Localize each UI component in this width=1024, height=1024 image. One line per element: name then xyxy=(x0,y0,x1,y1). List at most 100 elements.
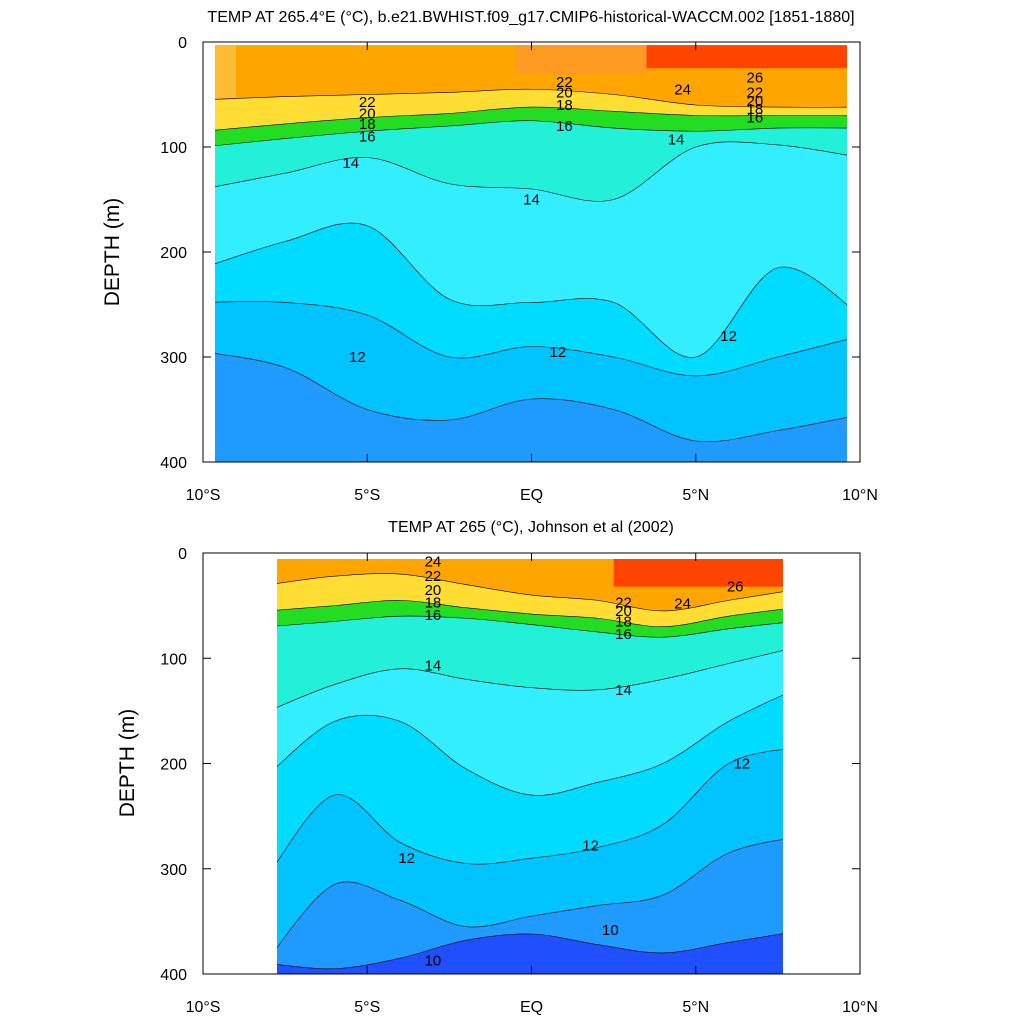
top-temp-band-5 xyxy=(215,223,847,376)
bottom-contour-label-13: 18 xyxy=(615,613,632,630)
bottom-ytick-label-2: 200 xyxy=(160,757,187,774)
top-y-axis-label: DEPTH (m) xyxy=(101,198,124,307)
bottom-contour-label-3: 18 xyxy=(425,594,442,611)
top-isotherm-t11 xyxy=(215,353,847,442)
top-contour-label-1: 20 xyxy=(359,105,376,122)
top-xtick-label-3: 5°N xyxy=(682,487,709,504)
top-contour-label-19: 14 xyxy=(668,132,685,149)
bottom-contour-label-7: 12 xyxy=(582,838,599,855)
top-contour-fill xyxy=(215,45,847,463)
top-contour-label-2: 18 xyxy=(359,116,376,133)
bottom-ytick-label-4: 400 xyxy=(160,967,187,984)
bottom-contour-label-1: 22 xyxy=(425,568,442,585)
top-contour-label-16: 20 xyxy=(747,93,764,110)
bottom-chart-title: TEMP AT 265 (°C), Johnson et al (2002) xyxy=(388,519,674,536)
bottom-contour-label-0: 24 xyxy=(425,553,442,570)
bottom-contour-lines xyxy=(277,573,783,970)
bottom-y-axis-label: DEPTH (m) xyxy=(116,709,139,818)
bottom-temp-band-1 xyxy=(277,573,783,627)
top-xtick-label-1: 5°S xyxy=(354,487,380,504)
top-isotherm-t18 xyxy=(215,106,847,131)
bottom-ytick-label-0: 0 xyxy=(178,546,187,563)
top-isotherm-t22 xyxy=(215,88,847,108)
top-contour-label-12: 16 xyxy=(556,118,573,135)
top-contour-label-8: 12 xyxy=(720,328,737,345)
top-contour-label-9: 22 xyxy=(556,74,573,91)
top-contour-label-10: 20 xyxy=(556,84,573,101)
top-isotherm-t13 xyxy=(215,222,847,358)
bottom-contour-label-14: 16 xyxy=(615,626,632,643)
bottom-xtick-label-1: 5°S xyxy=(354,999,380,1016)
bottom-isotherm-t16 xyxy=(277,615,783,638)
bottom-ticks: 10°S 5°S EQ 5°N 10°N 0 100 200 300 400 xyxy=(160,546,878,1016)
top-temp-band-7 xyxy=(215,353,847,463)
top-ytick-label-1: 100 xyxy=(160,140,187,157)
top-ytick-label-0: 0 xyxy=(178,35,187,52)
bottom-isotherm-t12 xyxy=(277,749,783,865)
top-temp-band-2 xyxy=(215,107,847,146)
bottom-isotherm-t11 xyxy=(277,839,783,949)
top-temp-band-6 xyxy=(215,301,847,442)
bottom-contour-label-2: 20 xyxy=(425,582,442,599)
top-temp-band-3 xyxy=(215,120,847,202)
top-ytick-label-3: 300 xyxy=(160,350,187,367)
bottom-isotherm-t14 xyxy=(277,650,783,708)
bottom-temp-band-7 xyxy=(277,839,783,969)
top-chart-title: TEMP AT 265.4°E (°C), b.e21.BWHIST.f09_g… xyxy=(207,9,854,26)
bottom-contour-label-10: 10 xyxy=(602,922,619,939)
bottom-temp-band-8 xyxy=(277,933,783,974)
bottom-xtick-label-0: 10°S xyxy=(186,999,221,1016)
bottom-contour-label-11: 22 xyxy=(615,594,632,611)
bottom-contour-fill xyxy=(277,559,783,974)
bottom-isotherm-t22 xyxy=(277,573,783,612)
bottom-xtick-label-3: 5°N xyxy=(682,999,709,1016)
top-temp-band-4 xyxy=(215,141,847,358)
top-warm-patch-1 xyxy=(515,45,647,74)
bottom-ytick-label-3: 300 xyxy=(160,862,187,879)
top-contour-label-17: 18 xyxy=(747,101,764,118)
top-contour-label-4: 14 xyxy=(342,155,359,172)
top-ytick-label-4: 400 xyxy=(160,455,187,472)
top-contour-label-14: 26 xyxy=(747,70,764,87)
bottom-temp-band-6 xyxy=(277,749,783,948)
bottom-contour-label-8: 12 xyxy=(733,756,750,773)
top-warm-patch-0 xyxy=(646,45,847,69)
bottom-panel: TEMP AT 265 (°C), Johnson et al (2002) 1… xyxy=(116,519,878,1016)
bottom-xtick-label-4: 10°N xyxy=(842,999,878,1016)
bottom-contour-label-9: 10 xyxy=(425,952,442,969)
top-contour-label-18: 16 xyxy=(747,110,764,127)
top-ytick-label-2: 200 xyxy=(160,245,187,262)
top-xtick-label-4: 10°N xyxy=(842,487,878,504)
bottom-warm-patch-0 xyxy=(613,559,783,587)
bottom-contour-label-12: 20 xyxy=(615,603,632,620)
bottom-contour-label-17: 26 xyxy=(727,579,744,596)
top-xtick-label-0: 10°S xyxy=(186,487,221,504)
top-contour-label-3: 16 xyxy=(359,129,376,146)
top-contour-lines xyxy=(215,88,847,442)
top-contour-label-7: 12 xyxy=(549,344,566,361)
bottom-contour-label-4: 16 xyxy=(425,607,442,624)
bottom-xtick-label-2: EQ xyxy=(520,999,543,1016)
top-contour-label-6: 12 xyxy=(349,349,366,366)
bottom-contour-label-15: 14 xyxy=(615,682,632,699)
top-contour-label-0: 22 xyxy=(359,94,376,111)
bottom-contour-label-5: 14 xyxy=(425,658,442,675)
top-isotherm-t14 xyxy=(215,141,847,202)
bottom-contour-label-6: 12 xyxy=(398,850,415,867)
top-isotherm-t12 xyxy=(215,301,847,377)
top-isotherm-t16 xyxy=(215,120,847,147)
bottom-isotherm-t10 xyxy=(277,933,783,970)
bottom-temp-band-4 xyxy=(277,650,783,796)
bottom-temp-band-3 xyxy=(277,616,783,708)
bottom-temp-band-5 xyxy=(277,695,783,865)
top-temp-band-1 xyxy=(215,89,847,131)
top-warm-patch-2 xyxy=(215,45,236,100)
top-contour-label-15: 22 xyxy=(747,84,764,101)
top-contour-label-5: 14 xyxy=(523,192,540,209)
bottom-contour-label-16: 24 xyxy=(674,596,691,613)
bottom-ytick-label-1: 100 xyxy=(160,651,187,668)
top-contour-label-11: 18 xyxy=(556,97,573,114)
